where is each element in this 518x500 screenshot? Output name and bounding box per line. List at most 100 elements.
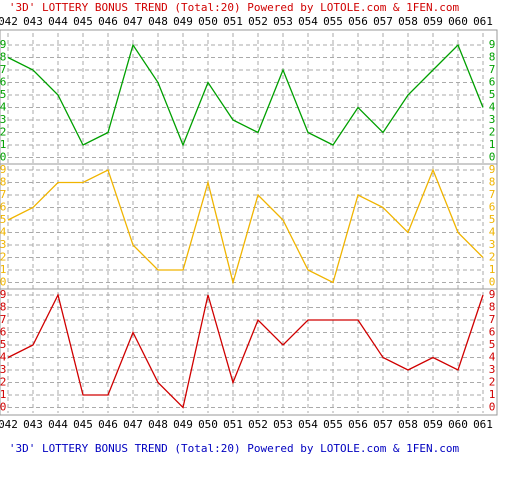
y-tick-label-right: 8 — [489, 301, 496, 314]
y-tick-label-right: 2 — [489, 251, 496, 264]
x-tick-label-top: 043 — [23, 15, 43, 28]
x-tick-label-top: 042 — [0, 15, 18, 28]
x-tick-label-top: 055 — [323, 15, 343, 28]
y-tick-label-right: 2 — [489, 376, 496, 389]
y-tick-label-left: 6 — [0, 76, 6, 89]
y-tick-label-right: 1 — [489, 388, 496, 401]
chart-footer-title: '3D' LOTTERY BONUS TREND (Total:20) Powe… — [9, 442, 460, 455]
y-tick-label-right: 3 — [489, 363, 496, 376]
y-tick-label-left: 5 — [0, 88, 6, 101]
x-tick-label-top: 053 — [273, 15, 293, 28]
x-tick-label-bottom: 060 — [448, 418, 468, 431]
y-tick-label-left: 8 — [0, 51, 6, 64]
x-tick-label-top: 046 — [98, 15, 118, 28]
y-tick-label-left: 5 — [0, 338, 6, 351]
y-tick-label-left: 2 — [0, 251, 6, 264]
x-tick-label-top: 052 — [248, 15, 268, 28]
y-tick-label-right: 9 — [489, 163, 496, 176]
x-tick-label-bottom: 057 — [373, 418, 393, 431]
x-tick-label-bottom: 052 — [248, 418, 268, 431]
x-tick-label-bottom: 056 — [348, 418, 368, 431]
x-tick-label-bottom: 049 — [173, 418, 193, 431]
x-tick-label-top: 050 — [198, 15, 218, 28]
x-tick-label-top: 057 — [373, 15, 393, 28]
x-tick-label-bottom: 059 — [423, 418, 443, 431]
x-tick-label-bottom: 050 — [198, 418, 218, 431]
x-tick-label-bottom: 046 — [98, 418, 118, 431]
y-tick-label-left: 6 — [0, 201, 6, 214]
y-tick-label-right: 1 — [489, 263, 496, 276]
y-tick-label-right: 1 — [489, 138, 496, 151]
x-tick-label-top: 060 — [448, 15, 468, 28]
y-tick-label-left: 9 — [0, 163, 6, 176]
y-tick-label-left: 1 — [0, 263, 6, 276]
y-tick-label-right: 0 — [489, 401, 496, 414]
x-tick-label-bottom: 058 — [398, 418, 418, 431]
y-tick-label-left: 1 — [0, 388, 6, 401]
y-tick-label-right: 2 — [489, 126, 496, 139]
trend-line — [7, 293, 484, 409]
x-tick-label-bottom: 054 — [298, 418, 318, 431]
x-tick-label-top: 049 — [173, 15, 193, 28]
x-tick-label-bottom: 048 — [148, 418, 168, 431]
chart-title: '3D' LOTTERY BONUS TREND (Total:20) Powe… — [9, 1, 460, 14]
x-tick-label-top: 051 — [223, 15, 243, 28]
x-tick-label-top: 061 — [473, 15, 493, 28]
y-tick-label-left: 0 — [0, 401, 6, 414]
y-tick-label-left: 3 — [0, 363, 6, 376]
x-tick-label-bottom: 042 — [0, 418, 18, 431]
y-tick-label-left: 6 — [0, 326, 6, 339]
y-tick-label-left: 8 — [0, 176, 6, 189]
x-tick-label-bottom: 047 — [123, 418, 143, 431]
y-tick-label-left: 7 — [0, 63, 6, 76]
y-tick-label-left: 5 — [0, 213, 6, 226]
y-tick-label-left: 9 — [0, 288, 6, 301]
y-tick-label-right: 5 — [489, 88, 496, 101]
y-tick-label-right: 0 — [489, 151, 496, 164]
x-tick-label-bottom: 045 — [73, 418, 93, 431]
y-tick-label-right: 8 — [489, 51, 496, 64]
frame — [0, 29, 498, 416]
y-tick-label-left: 7 — [0, 313, 6, 326]
x-tick-label-top: 045 — [73, 15, 93, 28]
y-tick-label-left: 2 — [0, 376, 6, 389]
y-tick-label-right: 5 — [489, 338, 496, 351]
y-tick-label-right: 8 — [489, 176, 496, 189]
y-tick-label-left: 0 — [0, 276, 6, 289]
x-tick-label-top: 058 — [398, 15, 418, 28]
y-tick-label-right: 6 — [489, 326, 496, 339]
y-tick-label-right: 7 — [489, 313, 496, 326]
y-tick-label-left: 2 — [0, 126, 6, 139]
x-tick-label-top: 047 — [123, 15, 143, 28]
y-tick-label-right: 9 — [489, 38, 496, 51]
y-tick-label-left: 4 — [0, 101, 7, 114]
y-tick-label-right: 5 — [489, 213, 496, 226]
x-tick-label-bottom: 053 — [273, 418, 293, 431]
y-tick-label-left: 9 — [0, 38, 6, 51]
y-tick-label-left: 7 — [0, 188, 6, 201]
y-tick-label-left: 4 — [0, 226, 7, 239]
y-tick-label-left: 1 — [0, 138, 6, 151]
y-tick-label-right: 9 — [489, 288, 496, 301]
y-tick-label-left: 3 — [0, 238, 6, 251]
x-tick-label-bottom: 044 — [48, 418, 68, 431]
y-tick-label-right: 3 — [489, 238, 496, 251]
y-tick-label-right: 4 — [489, 101, 496, 114]
x-tick-label-bottom: 051 — [223, 418, 243, 431]
y-tick-label-right: 0 — [489, 276, 496, 289]
y-tick-label-right: 3 — [489, 113, 496, 126]
x-tick-label-top: 048 — [148, 15, 168, 28]
trend-line — [7, 43, 484, 147]
x-tick-label-bottom: 043 — [23, 418, 43, 431]
x-tick-label-top: 044 — [48, 15, 68, 28]
x-tick-label-top: 056 — [348, 15, 368, 28]
x-tick-label-bottom: 061 — [473, 418, 493, 431]
x-tick-label-bottom: 055 — [323, 418, 343, 431]
y-tick-label-right: 6 — [489, 76, 496, 89]
y-tick-label-right: 7 — [489, 188, 496, 201]
y-tick-label-left: 4 — [0, 351, 7, 364]
y-tick-label-right: 7 — [489, 63, 496, 76]
y-tick-label-right: 4 — [489, 351, 496, 364]
